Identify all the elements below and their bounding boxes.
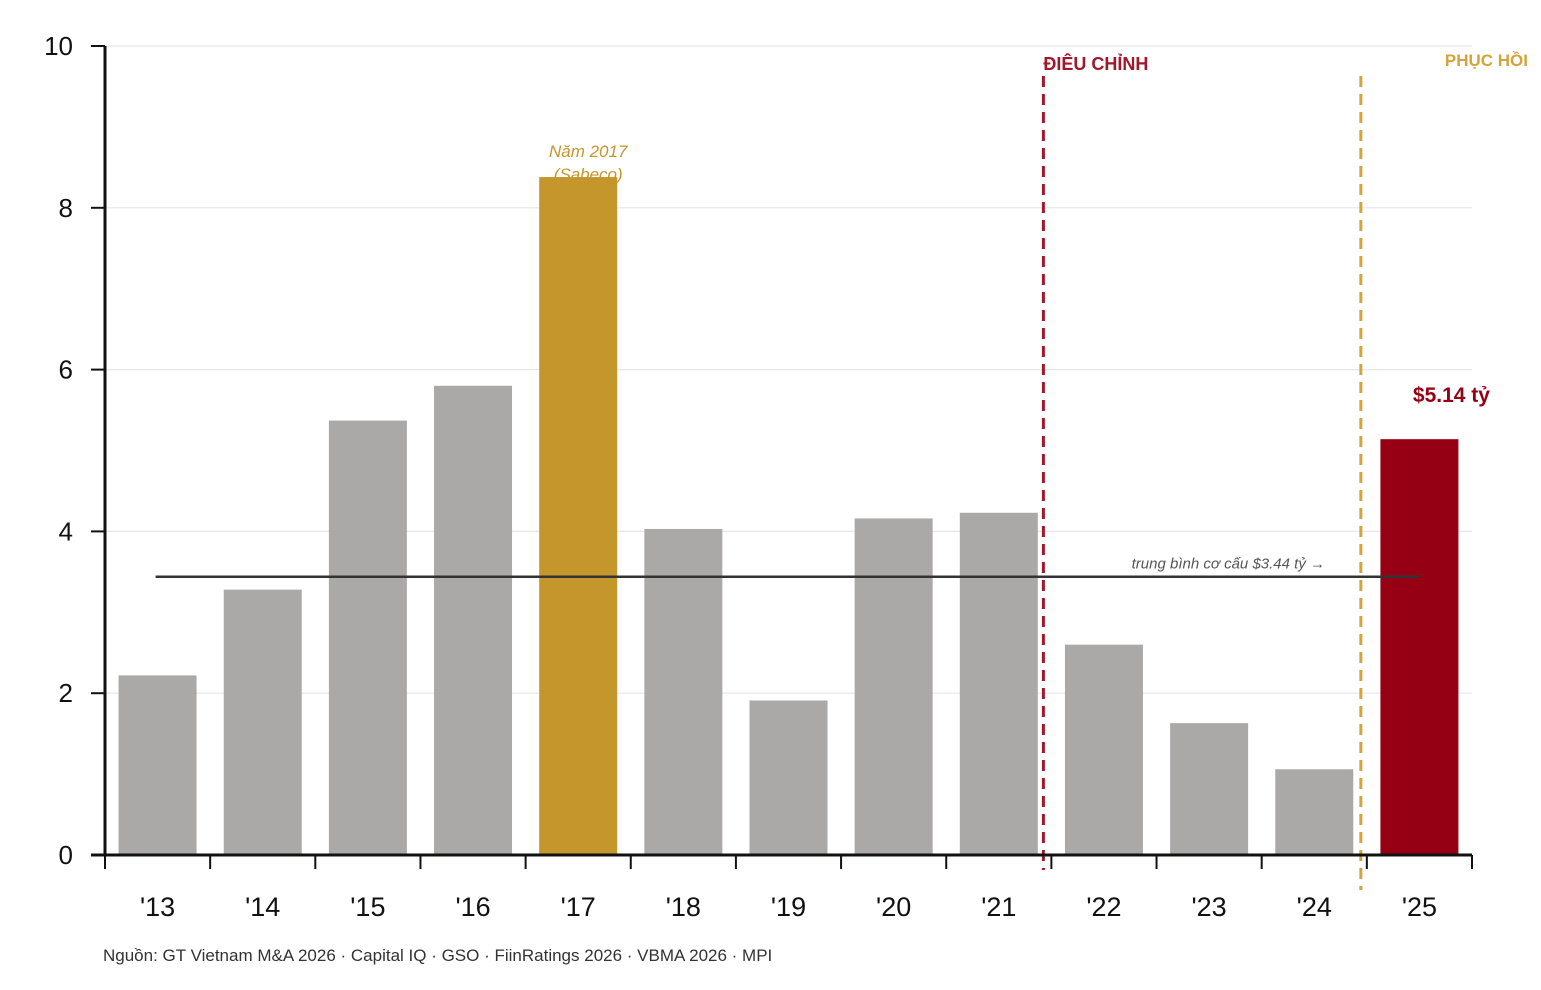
gridlines	[105, 45, 1472, 694]
labels: 0 2 4 6 8 10 '13 '14 '15 '16 '17 '18 '19 '20 '21 '22 '23…	[44, 31, 1528, 922]
recovery-label: PHỤC HỒI	[1445, 51, 1528, 70]
x-tick-label: '24	[1297, 892, 1332, 922]
bar-24	[1275, 769, 1354, 855]
y-tick-label: 0	[59, 840, 73, 870]
x-tick-label: '25	[1402, 892, 1437, 922]
source-note: Nguồn: GT Vietnam M&A 2026 · Capital IQ …	[103, 946, 773, 965]
x-tick-label: '21	[981, 892, 1016, 922]
bar-21	[959, 512, 1038, 855]
bar-23	[1170, 723, 1249, 855]
bars	[118, 177, 1459, 856]
x-tick-label: '16	[455, 892, 490, 922]
sabeco-annotation-line: (Sabeco)	[554, 165, 623, 184]
phase-markers	[1041, 76, 1363, 890]
bar-17	[539, 177, 618, 856]
x-tick-label: '20	[876, 892, 911, 922]
axes	[91, 45, 1473, 869]
x-tick-label: '13	[140, 892, 175, 922]
bar-20	[854, 518, 933, 855]
bar-13	[118, 675, 197, 855]
x-tick-label: '15	[350, 892, 385, 922]
y-tick-label: 4	[59, 516, 73, 546]
y-tick-label: 6	[59, 355, 73, 385]
y-tick-label: 10	[44, 31, 73, 61]
bar-16	[434, 385, 513, 855]
correction-label: ĐIÊU CHỈNH	[1043, 53, 1148, 74]
bar-22	[1064, 644, 1143, 855]
average-line-group: trung bình cơ cấu $3.44 tỷ →	[155, 556, 1420, 578]
x-tick-label: '17	[561, 892, 596, 922]
y-tick-label: 8	[59, 193, 73, 223]
sabeco-annotation-line: Năm 2017	[549, 142, 628, 161]
bar-18	[644, 528, 723, 855]
y-tick-label: 2	[59, 678, 73, 708]
bar-15	[328, 420, 407, 855]
bar-19	[749, 700, 828, 855]
x-tick-label: '22	[1086, 892, 1121, 922]
bar-25	[1380, 439, 1459, 855]
x-tick-label: '14	[245, 892, 280, 922]
x-tick-label: '19	[771, 892, 806, 922]
x-tick-label: '18	[666, 892, 701, 922]
bar-14	[223, 589, 302, 855]
average-label: trung bình cơ cấu $3.44 tỷ →	[1132, 556, 1325, 573]
last-value-label: $5.14 tỷ	[1413, 384, 1490, 407]
x-tick-label: '23	[1192, 892, 1227, 922]
